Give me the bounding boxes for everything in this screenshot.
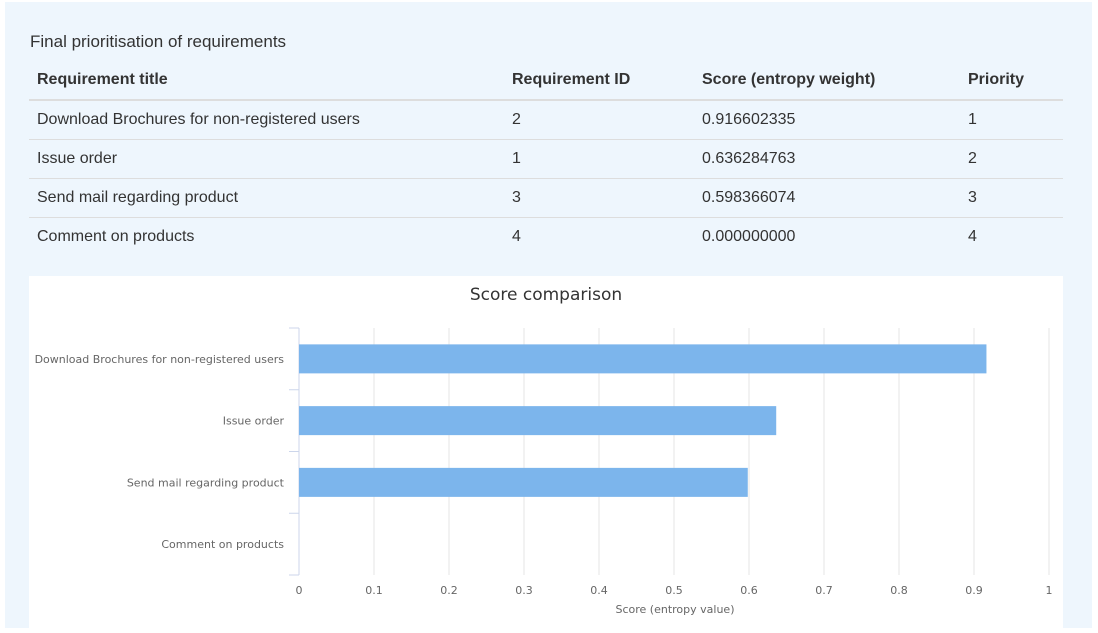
y-category-label: Send mail regarding product [127,476,285,489]
cell-id: 3 [504,178,694,218]
x-tick-label: 0.7 [815,584,833,597]
header-priority: Priority [960,61,1063,101]
cell-priority: 4 [968,228,977,245]
x-tick-label: 0.4 [590,584,608,597]
header-requirement-id: Requirement ID [504,61,694,101]
x-tick-label: 0.6 [740,584,758,597]
bar [299,467,748,497]
cell-title: Comment on products [37,228,195,245]
chart-bars [299,344,987,497]
table-row: Issue order 1 0.636284763 2 [29,139,1063,179]
cell-priority: 3 [960,178,1063,218]
x-tick-label: 0.3 [515,584,533,597]
x-tick-label: 0.1 [365,584,383,597]
score-chart-svg: Score comparison Download Brochures for … [35,285,1053,616]
table-header-row: Requirement title Requirement ID Score (… [29,61,1063,101]
chart-y-labels: Download Brochures for non-registered us… [35,353,285,551]
table-row: Send mail regarding product 3 0.59836607… [29,178,1063,218]
cell-title: Send mail regarding product [29,178,504,218]
cell-score: 0.636284763 [694,139,960,179]
x-tick-label: 0.5 [665,584,683,597]
cell-score: 0.000000000 [702,228,796,245]
bar [299,406,777,436]
y-category-label: Download Brochures for non-registered us… [35,353,285,366]
cell-id: 2 [504,100,694,140]
cell-priority: 1 [960,100,1063,140]
y-category-label: Issue order [223,415,285,428]
x-tick-label: 0.8 [890,584,908,597]
table-row: Comment on products 4 0.000000000 4 [29,218,1063,257]
x-tick-label: 1 [1046,584,1053,597]
requirements-table: Requirement title Requirement ID Score (… [29,61,1063,256]
x-tick-label: 0 [296,584,303,597]
cell-title: Issue order [29,139,504,179]
x-axis-title: Score (entropy value) [616,603,735,616]
chart-title: Score comparison [470,285,622,305]
bar [299,344,987,374]
cell-id: 4 [512,228,521,245]
cell-priority: 2 [960,139,1063,179]
cell-score: 0.916602335 [694,100,960,140]
x-tick-label: 0.9 [965,584,983,597]
y-category-label: Comment on products [161,538,284,551]
cell-score: 0.598366074 [694,178,960,218]
header-score: Score (entropy weight) [694,61,960,101]
table-row: Download Brochures for non-registered us… [29,100,1063,140]
score-chart: Score comparison Download Brochures for … [29,276,1063,628]
cell-title: Download Brochures for non-registered us… [29,100,504,140]
chart-x-ticks: 0 0.1 0.2 0.3 0.4 0.5 0.6 0.7 0.8 0.9 1 [296,584,1053,597]
cell-id: 1 [504,139,694,179]
header-requirement-title: Requirement title [29,61,504,101]
section-title: Final prioritisation of requirements [30,32,287,51]
x-tick-label: 0.2 [440,584,458,597]
